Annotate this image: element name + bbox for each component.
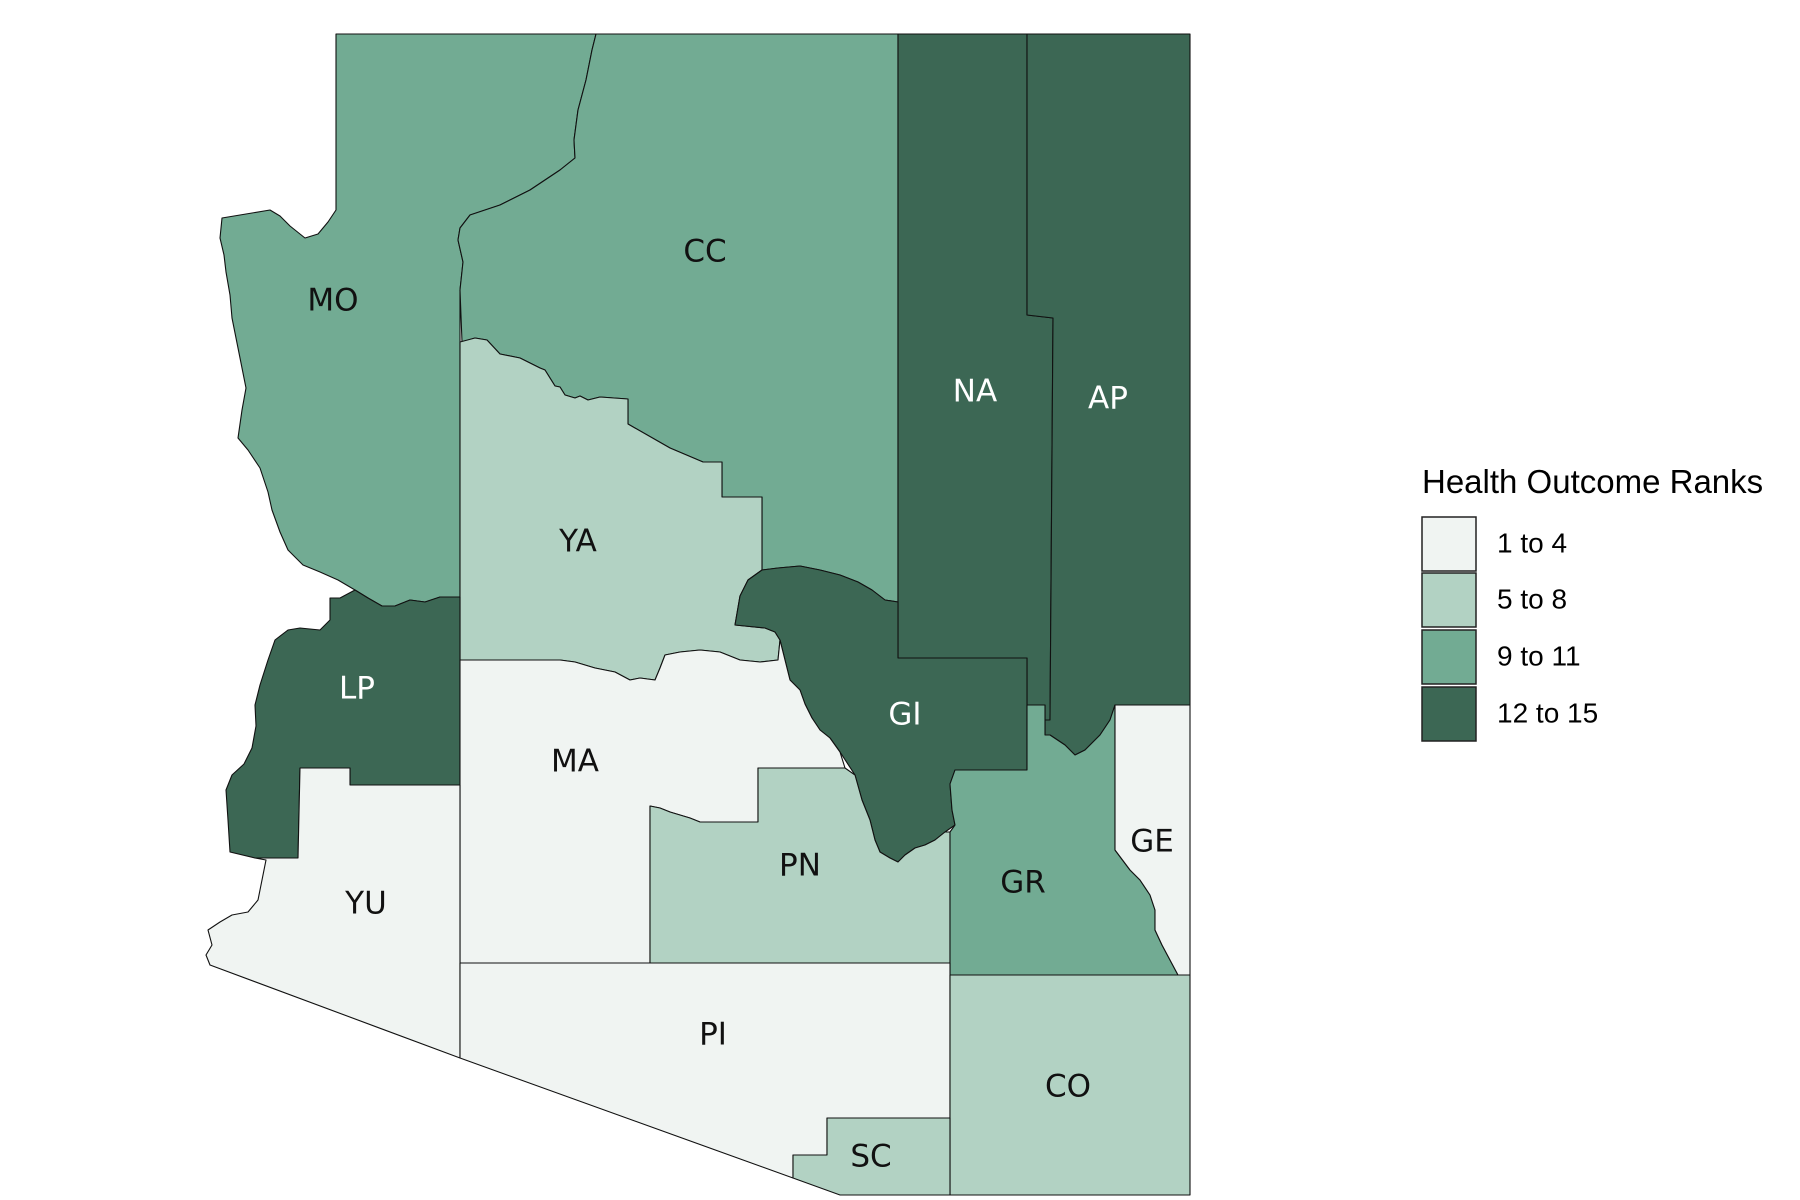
county-GE[interactable] [1114,704,1191,976]
county-label-PN: PN [779,848,821,884]
county-label-NA: NA [953,374,997,410]
county-label-PI: PI [699,1017,727,1053]
county-label-MO: MO [307,283,358,319]
county-label-SC: SC [850,1139,891,1175]
legend-item: 1 to 4 [1421,516,1567,572]
county-label-MA: MA [551,744,599,780]
county-label-AP: AP [1088,381,1128,417]
county-label-GR: GR [1000,865,1046,901]
legend-swatch [1421,629,1477,685]
county-label-GE: GE [1130,824,1174,860]
legend: Health Outcome Ranks 1 to 4 5 to 8 9 to … [1421,463,1763,742]
county-label-GI: GI [888,697,921,733]
legend-item: 12 to 15 [1421,686,1598,742]
county-YU[interactable] [205,767,461,1059]
legend-swatch [1421,686,1477,742]
legend-item: 9 to 11 [1421,629,1581,685]
legend-label: 5 to 8 [1497,583,1567,614]
legend-label: 9 to 11 [1497,640,1581,671]
legend-item: 5 to 8 [1421,572,1567,628]
county-PN[interactable] [649,767,951,964]
legend-label: 1 to 4 [1497,527,1567,558]
legend-label: 12 to 15 [1497,697,1598,728]
legend-swatch [1421,572,1477,628]
county-label-CC: CC [683,234,726,270]
county-label-YU: YU [344,886,387,922]
legend-title: Health Outcome Ranks [1422,463,1763,500]
county-labels: MO CC NA AP YA LP GI MA YU PN GR GE PI C… [307,234,1173,1175]
county-label-CO: CO [1045,1069,1091,1105]
counties-layer [205,33,1191,1196]
county-label-YA: YA [558,524,597,560]
county-label-LP: LP [339,671,375,707]
county-SC[interactable] [792,1117,951,1196]
legend-swatch [1421,516,1477,572]
